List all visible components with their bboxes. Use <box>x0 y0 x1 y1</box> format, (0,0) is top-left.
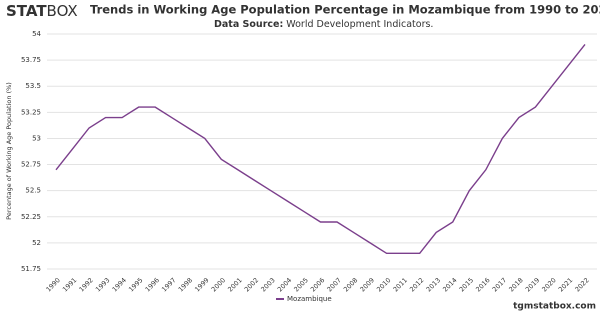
x-tick-label: 1996 <box>144 276 161 293</box>
x-tick-label: 1990 <box>44 276 61 293</box>
y-tick-label: 53 <box>32 134 41 142</box>
x-tick-label: 2006 <box>309 276 326 293</box>
x-tick-label: 1995 <box>127 276 144 293</box>
y-tick-label: 52.5 <box>25 187 41 195</box>
y-tick-label: 53.75 <box>21 56 41 64</box>
subtitle: Data Source: World Development Indicator… <box>214 19 433 30</box>
x-tick-label: 2012 <box>408 276 425 293</box>
x-tick-label: 2019 <box>524 276 541 293</box>
x-tick-label: 1994 <box>111 276 128 293</box>
x-tick-label: 2007 <box>326 276 343 293</box>
y-tick-label: 51.75 <box>21 265 41 273</box>
y-tick-label: 53.25 <box>21 108 41 116</box>
x-tick-label: 1997 <box>160 276 177 293</box>
x-tick-label: 2017 <box>491 276 508 293</box>
x-tick-label: 2018 <box>507 276 524 293</box>
x-tick-label: 2010 <box>375 276 392 293</box>
x-tick-label: 2014 <box>441 276 458 293</box>
x-tick-label: 2011 <box>392 276 409 293</box>
x-tick-label: 2013 <box>425 276 442 293</box>
logo-part: BOX <box>47 2 78 20</box>
x-tick-label: 2000 <box>210 276 227 293</box>
x-tick-label: 2001 <box>226 276 243 293</box>
logo: STATBOX <box>6 2 78 20</box>
y-axis-label: Percentage of Working Age Population (%) <box>5 82 13 220</box>
x-tick-label: 2009 <box>359 276 376 293</box>
y-tick-label: 53.5 <box>25 82 41 90</box>
x-tick-label: 1991 <box>61 276 78 293</box>
line-series <box>55 44 586 255</box>
x-tick-label: 2015 <box>458 276 475 293</box>
subtitle-text: World Development Indicators. <box>286 19 433 30</box>
x-tick-label: 2004 <box>276 276 293 293</box>
y-tick-label: 54 <box>32 30 41 38</box>
x-tick-label: 1999 <box>193 276 210 293</box>
x-tick-label: 1998 <box>177 276 194 293</box>
legend-label: Mozambique <box>287 295 332 303</box>
y-tick-label: 52.75 <box>21 161 41 169</box>
x-tick-label: 2005 <box>292 276 309 293</box>
y-tick-label: 52.25 <box>21 213 41 221</box>
footer: tgmstatbox.com <box>513 302 596 312</box>
x-tick-label: 2016 <box>474 276 491 293</box>
x-tick-label: 2020 <box>540 276 557 293</box>
x-tick-label: 2008 <box>342 276 359 293</box>
logo-part: STAT <box>6 2 47 20</box>
x-tick-label: 2003 <box>259 276 276 293</box>
chart-title: Trends in Working Age Population Percent… <box>90 3 600 17</box>
x-tick-label: 1993 <box>94 276 111 293</box>
x-tick-label: 2022 <box>573 276 590 293</box>
x-tick-label: 2002 <box>243 276 260 293</box>
x-tick-label: 2021 <box>557 276 574 293</box>
x-tick-label: 1992 <box>78 276 95 293</box>
y-tick-label: 52 <box>32 239 41 247</box>
subtitle-label: Data Source: <box>214 19 283 30</box>
